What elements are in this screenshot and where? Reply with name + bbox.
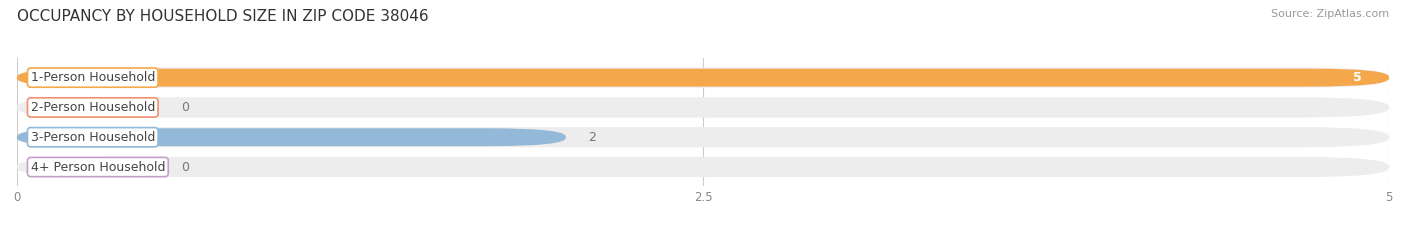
Text: 2: 2 (588, 131, 596, 144)
Text: 0: 0 (181, 101, 190, 114)
FancyBboxPatch shape (17, 128, 565, 146)
FancyBboxPatch shape (17, 68, 1389, 88)
FancyBboxPatch shape (17, 157, 1389, 177)
Text: 5: 5 (1353, 71, 1361, 84)
Text: 0: 0 (181, 161, 190, 174)
Text: Source: ZipAtlas.com: Source: ZipAtlas.com (1271, 9, 1389, 19)
Text: 1-Person Household: 1-Person Household (31, 71, 155, 84)
Text: 2-Person Household: 2-Person Household (31, 101, 155, 114)
FancyBboxPatch shape (17, 127, 1389, 147)
FancyBboxPatch shape (17, 97, 1389, 118)
FancyBboxPatch shape (17, 69, 1389, 87)
Text: OCCUPANCY BY HOUSEHOLD SIZE IN ZIP CODE 38046: OCCUPANCY BY HOUSEHOLD SIZE IN ZIP CODE … (17, 9, 429, 24)
Text: 3-Person Household: 3-Person Household (31, 131, 155, 144)
Text: 4+ Person Household: 4+ Person Household (31, 161, 165, 174)
